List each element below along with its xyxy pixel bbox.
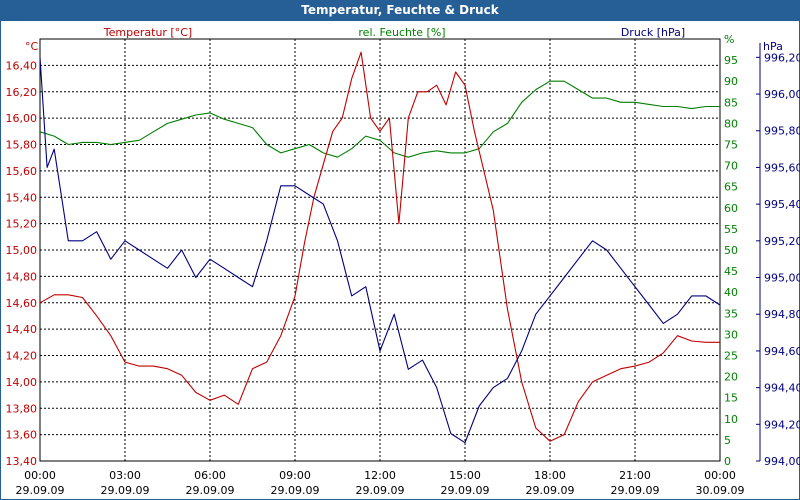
pressure-tick-label: 996,00	[764, 88, 800, 101]
humidity-tick-label: 60	[724, 202, 738, 215]
temperature-tick-label: 15,40	[6, 191, 38, 204]
x-tick-date: 29.09.09	[611, 484, 660, 497]
pressure-unit-label: hPa	[763, 40, 783, 53]
series-line-temperature	[39, 51, 720, 442]
pressure-tick-label: 994,40	[764, 382, 800, 395]
humidity-tick-label: 5	[724, 434, 731, 447]
humidity-axis: 0 5 10 15 20 25 30 35 40 45 50 55 60 65 70 75 80 85 90 95%	[724, 33, 738, 468]
pressure-tick-label: 996,20	[764, 51, 800, 64]
temperature-tick-label: 15,60	[6, 165, 38, 178]
pressure-tick-label: 995,20	[764, 235, 800, 248]
temperature-tick-label: 13,60	[6, 429, 38, 442]
series-line-humidity	[39, 80, 720, 158]
temperature-tick-label: 13,80	[6, 402, 38, 415]
x-tick-time: 12:00	[364, 469, 396, 482]
x-tick-date: 29.09.09	[441, 484, 490, 497]
humidity-tick-label: 20	[724, 371, 738, 384]
temperature-tick-label: 16,40	[6, 59, 38, 72]
humidity-tick-label: 75	[724, 139, 738, 152]
pressure-tick-label: 995,40	[764, 198, 800, 211]
pressure-tick-label: 994,60	[764, 345, 800, 358]
x-tick-date: 29.09.09	[186, 484, 235, 497]
humidity-tick-label: %	[724, 33, 734, 46]
humidity-tick-label: 45	[724, 265, 738, 278]
humidity-tick-label: 90	[724, 75, 738, 88]
x-tick-date: 30.09.09	[696, 484, 745, 497]
humidity-tick-label: 40	[724, 286, 738, 299]
series-lines	[39, 51, 721, 444]
temperature-tick-label: 14,00	[6, 376, 38, 389]
x-tick-time: 15:00	[449, 469, 481, 482]
x-tick-date: 29.09.09	[356, 484, 405, 497]
pressure-tick-label: 995,00	[764, 272, 800, 285]
temperature-tick-label: 14,80	[6, 270, 38, 283]
temperature-tick-label: 14,40	[6, 323, 38, 336]
x-tick-time: 03:00	[109, 469, 141, 482]
temperature-unit-label: °C	[25, 40, 39, 53]
pressure-tick-label: 994,80	[764, 308, 800, 321]
x-tick-time: 18:00	[534, 469, 566, 482]
grid	[39, 38, 721, 462]
temperature-tick-label: 14,60	[6, 297, 38, 310]
humidity-tick-label: 30	[724, 328, 738, 341]
humidity-tick-label: 10	[724, 413, 738, 426]
humidity-axis-label: rel. Feuchte [%]	[358, 26, 445, 39]
x-tick-time: 00:00	[24, 469, 56, 482]
temperature-tick-label: 16,20	[6, 86, 38, 99]
pressure-axis-label: Druck [hPa]	[621, 26, 685, 39]
x-tick-date: 29.09.09	[271, 484, 320, 497]
humidity-tick-label: 55	[724, 223, 738, 236]
pressure-tick-label: 994,00	[764, 455, 800, 468]
x-tick-time: 00:00	[704, 469, 736, 482]
humidity-tick-label: 85	[724, 96, 738, 109]
x-axis: 00:00 29.09.09 03:00 29.09.09 06:00 29.09.09 0…	[16, 469, 745, 497]
humidity-tick-label: 0	[724, 455, 731, 468]
x-tick-date: 29.09.09	[101, 484, 150, 497]
x-tick-time: 06:00	[194, 469, 226, 482]
series-line-pressure	[39, 57, 721, 444]
temperature-tick-label: 15,20	[6, 218, 38, 231]
humidity-tick-label: 95	[724, 54, 738, 67]
x-tick-time: 21:00	[619, 469, 651, 482]
pressure-tick-label: 995,80	[764, 125, 800, 138]
humidity-tick-label: 65	[724, 181, 738, 194]
temperature-tick-label: 14,20	[6, 350, 38, 363]
pressure-tick-label: 994,20	[764, 418, 800, 431]
chart-title: Temperatur, Feuchte & Druck	[0, 0, 800, 21]
temperature-tick-label: 13,40	[6, 455, 38, 468]
x-tick-date: 29.09.09	[526, 484, 575, 497]
humidity-tick-label: 50	[724, 244, 738, 257]
temperature-axis: 13,40 13,60 13,80 14,00 14,20 14,40 14,60 14,80…	[6, 59, 38, 468]
humidity-tick-label: 80	[724, 117, 738, 130]
temperature-axis-label: Temperatur [°C]	[103, 26, 192, 39]
humidity-tick-label: 70	[724, 160, 738, 173]
temperature-tick-label: 15,00	[6, 244, 38, 257]
humidity-tick-label: 15	[724, 392, 738, 405]
pressure-tick-label: 995,60	[764, 161, 800, 174]
pressure-axis: 994,00 994,20 994,40 994,60 994,80 995,00 995,…	[756, 43, 800, 468]
x-tick-date: 29.09.09	[16, 484, 65, 497]
temperature-tick-label: 15,80	[6, 139, 38, 152]
humidity-tick-label: 35	[724, 307, 738, 320]
humidity-tick-label: 25	[724, 350, 738, 363]
x-tick-time: 09:00	[279, 469, 311, 482]
temperature-tick-label: 16,00	[6, 112, 38, 125]
